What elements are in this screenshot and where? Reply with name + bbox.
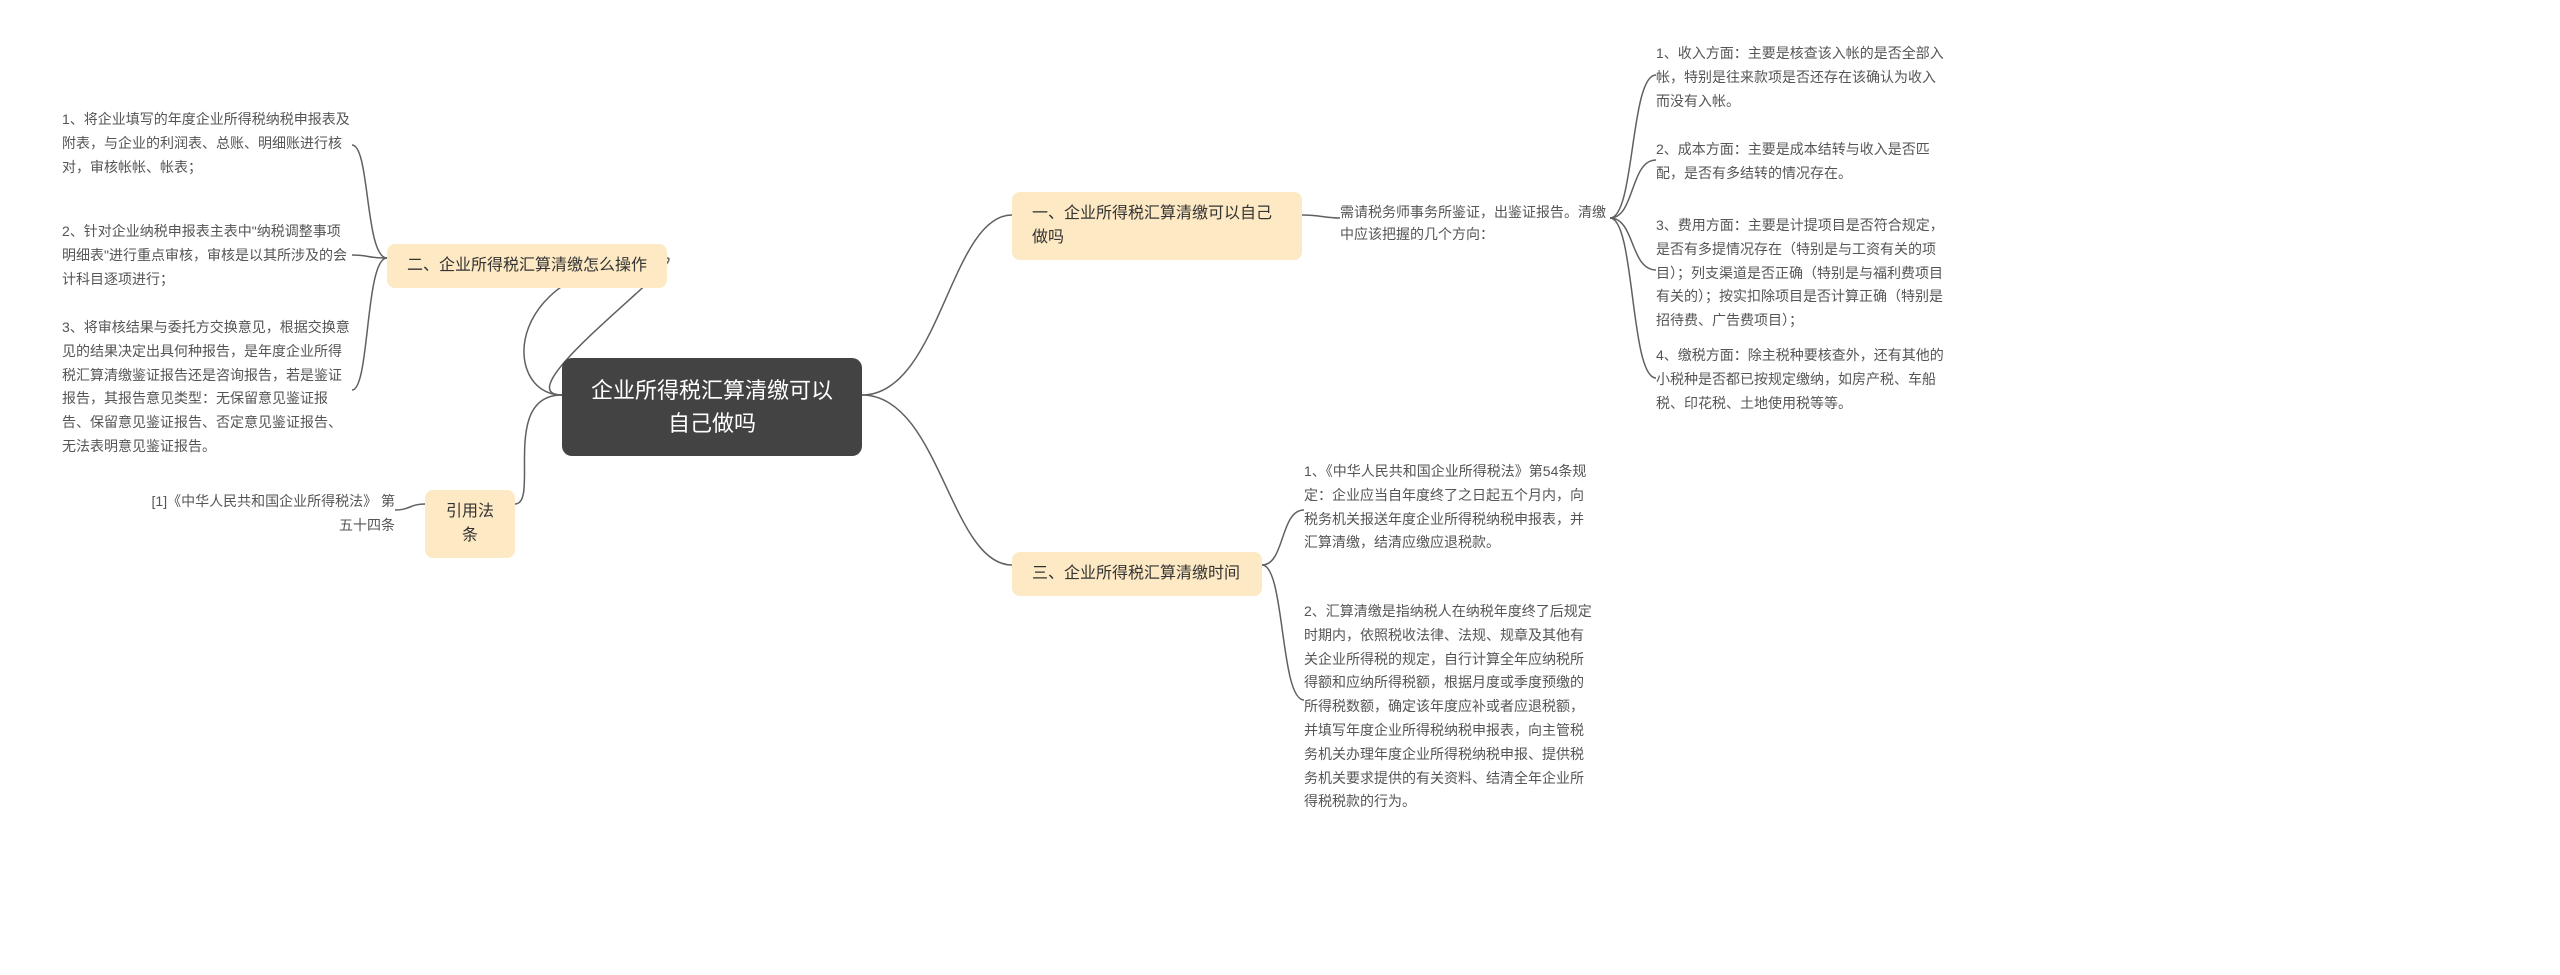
branch-2-leaf-3: 3、将审核结果与委托方交换意见，根据交换意见的结果决定出具何种报告，是年度企业所… xyxy=(62,316,352,459)
branch-1-leaf-2: 2、成本方面：主要是成本结转与收入是否匹配，是否有多结转的情况存在。 xyxy=(1656,138,1946,186)
branch-3-leaf-2: 2、汇算清缴是指纳税人在纳税年度终了后规定时期内，依照税收法律、法规、规章及其他… xyxy=(1304,600,1594,814)
root-node[interactable]: 企业所得税汇算清缴可以 自己做吗 xyxy=(562,358,862,456)
branch-1-leaf-1: 1、收入方面：主要是核查该入帐的是否全部入帐，特别是往来款项是否还存在该确认为收… xyxy=(1656,42,1946,113)
branch-2-leaf-1: 1、将企业填写的年度企业所得税纳税申报表及附表，与企业的利润表、总账、明细账进行… xyxy=(62,108,352,179)
branch-4-leaf-1: [1]《中华人民共和国企业所得税法》 第五十四条 xyxy=(150,490,395,538)
branch-1[interactable]: 一、企业所得税汇算清缴可以自己 做吗 xyxy=(1012,192,1302,260)
branch-1-leaf-3: 3、费用方面：主要是计提项目是否符合规定，是否有多提情况存在（特别是与工资有关的… xyxy=(1656,214,1946,333)
connector-layer xyxy=(0,0,2560,975)
branch-3[interactable]: 三、企业所得税汇算清缴时间 xyxy=(1012,552,1262,596)
branch-3-leaf-1: 1、《中华人民共和国企业所得税法》第54条规定：企业应当自年度终了之日起五个月内… xyxy=(1304,460,1594,555)
root-line2: 自己做吗 xyxy=(590,407,834,440)
branch-1-l2: 做吗 xyxy=(1032,226,1282,250)
branch-4[interactable]: 引用法条 xyxy=(425,490,515,558)
root-line1: 企业所得税汇算清缴可以 xyxy=(590,374,834,407)
branch-1-l1: 一、企业所得税汇算清缴可以自己 xyxy=(1032,202,1282,226)
branch-2-leaf-2: 2、针对企业纳税申报表主表中"纳税调整事项明细表"进行重点审核，审核是以其所涉及… xyxy=(62,220,352,291)
branch-2[interactable]: 二、企业所得税汇算清缴怎么操作 xyxy=(387,244,667,288)
branch-1-intro: 需请税务师事务所鉴证，出鉴证报告。清缴中应该把握的几个方向： xyxy=(1340,201,1610,246)
branch-1-leaf-4: 4、缴税方面：除主税种要核查外，还有其他的小税种是否都已按规定缴纳，如房产税、车… xyxy=(1656,344,1946,415)
